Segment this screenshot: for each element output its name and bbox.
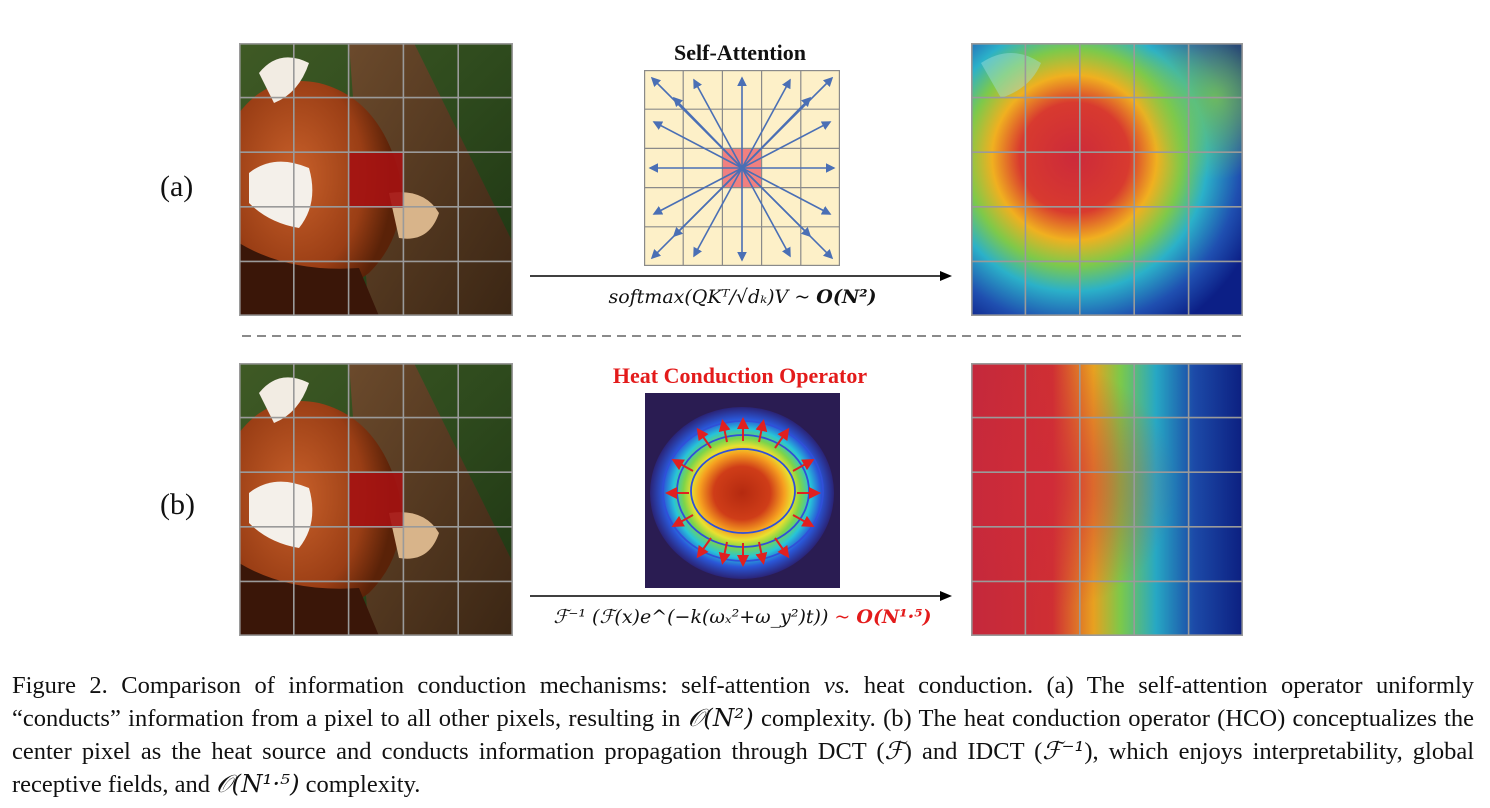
caption-part6: complexity. xyxy=(305,771,421,798)
red-panda-image-b xyxy=(239,363,513,636)
figure-caption: Figure 2. Comparison of information cond… xyxy=(12,670,1474,801)
self-attention-diagram xyxy=(644,70,840,266)
row-b-label: (b) xyxy=(160,488,195,521)
arrow-b xyxy=(530,591,952,601)
caption-part4: ) and IDCT ( xyxy=(903,738,1043,765)
row-separator xyxy=(242,335,1242,337)
caption-part3: complexity. (b) The heat conduction oper… xyxy=(12,705,1475,765)
formula-a-complexity: O(N²) xyxy=(816,286,877,308)
formula-a-expression: softmax(QKᵀ/√dₖ)V xyxy=(608,286,789,308)
formula-a: softmax(QKᵀ/√dₖ)V ~ O(N²) xyxy=(540,286,945,308)
heatmap-image-a xyxy=(971,43,1243,316)
formula-b-tilde: ~ xyxy=(834,606,851,628)
caption-part2: heat conduction. (a) The self-attention … xyxy=(12,672,1475,732)
heatmap-image-b xyxy=(971,363,1243,636)
caption-complexity-attention: 𝒪(N²) xyxy=(687,703,754,732)
formula-b-expression: ℱ⁻¹ (ℱ(x)e^(−k(ωₓ²+ω_y²)t)) xyxy=(553,606,829,628)
formula-b-complexity: O(N¹·⁵) xyxy=(856,606,932,628)
caption-part5: ), which enjoys interpretability, global… xyxy=(12,738,1474,798)
hco-title: Heat Conduction Operator xyxy=(612,363,868,388)
caption-dct-symbol: ℱ xyxy=(884,736,904,765)
red-panda-image-a xyxy=(239,43,513,316)
caption-vs: vs. xyxy=(823,672,851,699)
self-attention-title: Self-Attention xyxy=(674,40,806,65)
arrow-a xyxy=(530,271,952,281)
caption-part1: Figure 2. Comparison of information cond… xyxy=(12,672,811,699)
row-a-label: (a) xyxy=(160,170,194,203)
caption-idct-symbol: ℱ⁻¹ xyxy=(1042,736,1085,765)
formula-a-tilde: ~ xyxy=(794,286,811,308)
formula-b: ℱ⁻¹ (ℱ(x)e^(−k(ωₓ²+ω_y²)t)) ~ O(N¹·⁵) xyxy=(540,606,945,628)
heat-conduction-diagram xyxy=(645,393,840,588)
caption-complexity-hco: 𝒪(N¹·⁵) xyxy=(216,769,300,798)
